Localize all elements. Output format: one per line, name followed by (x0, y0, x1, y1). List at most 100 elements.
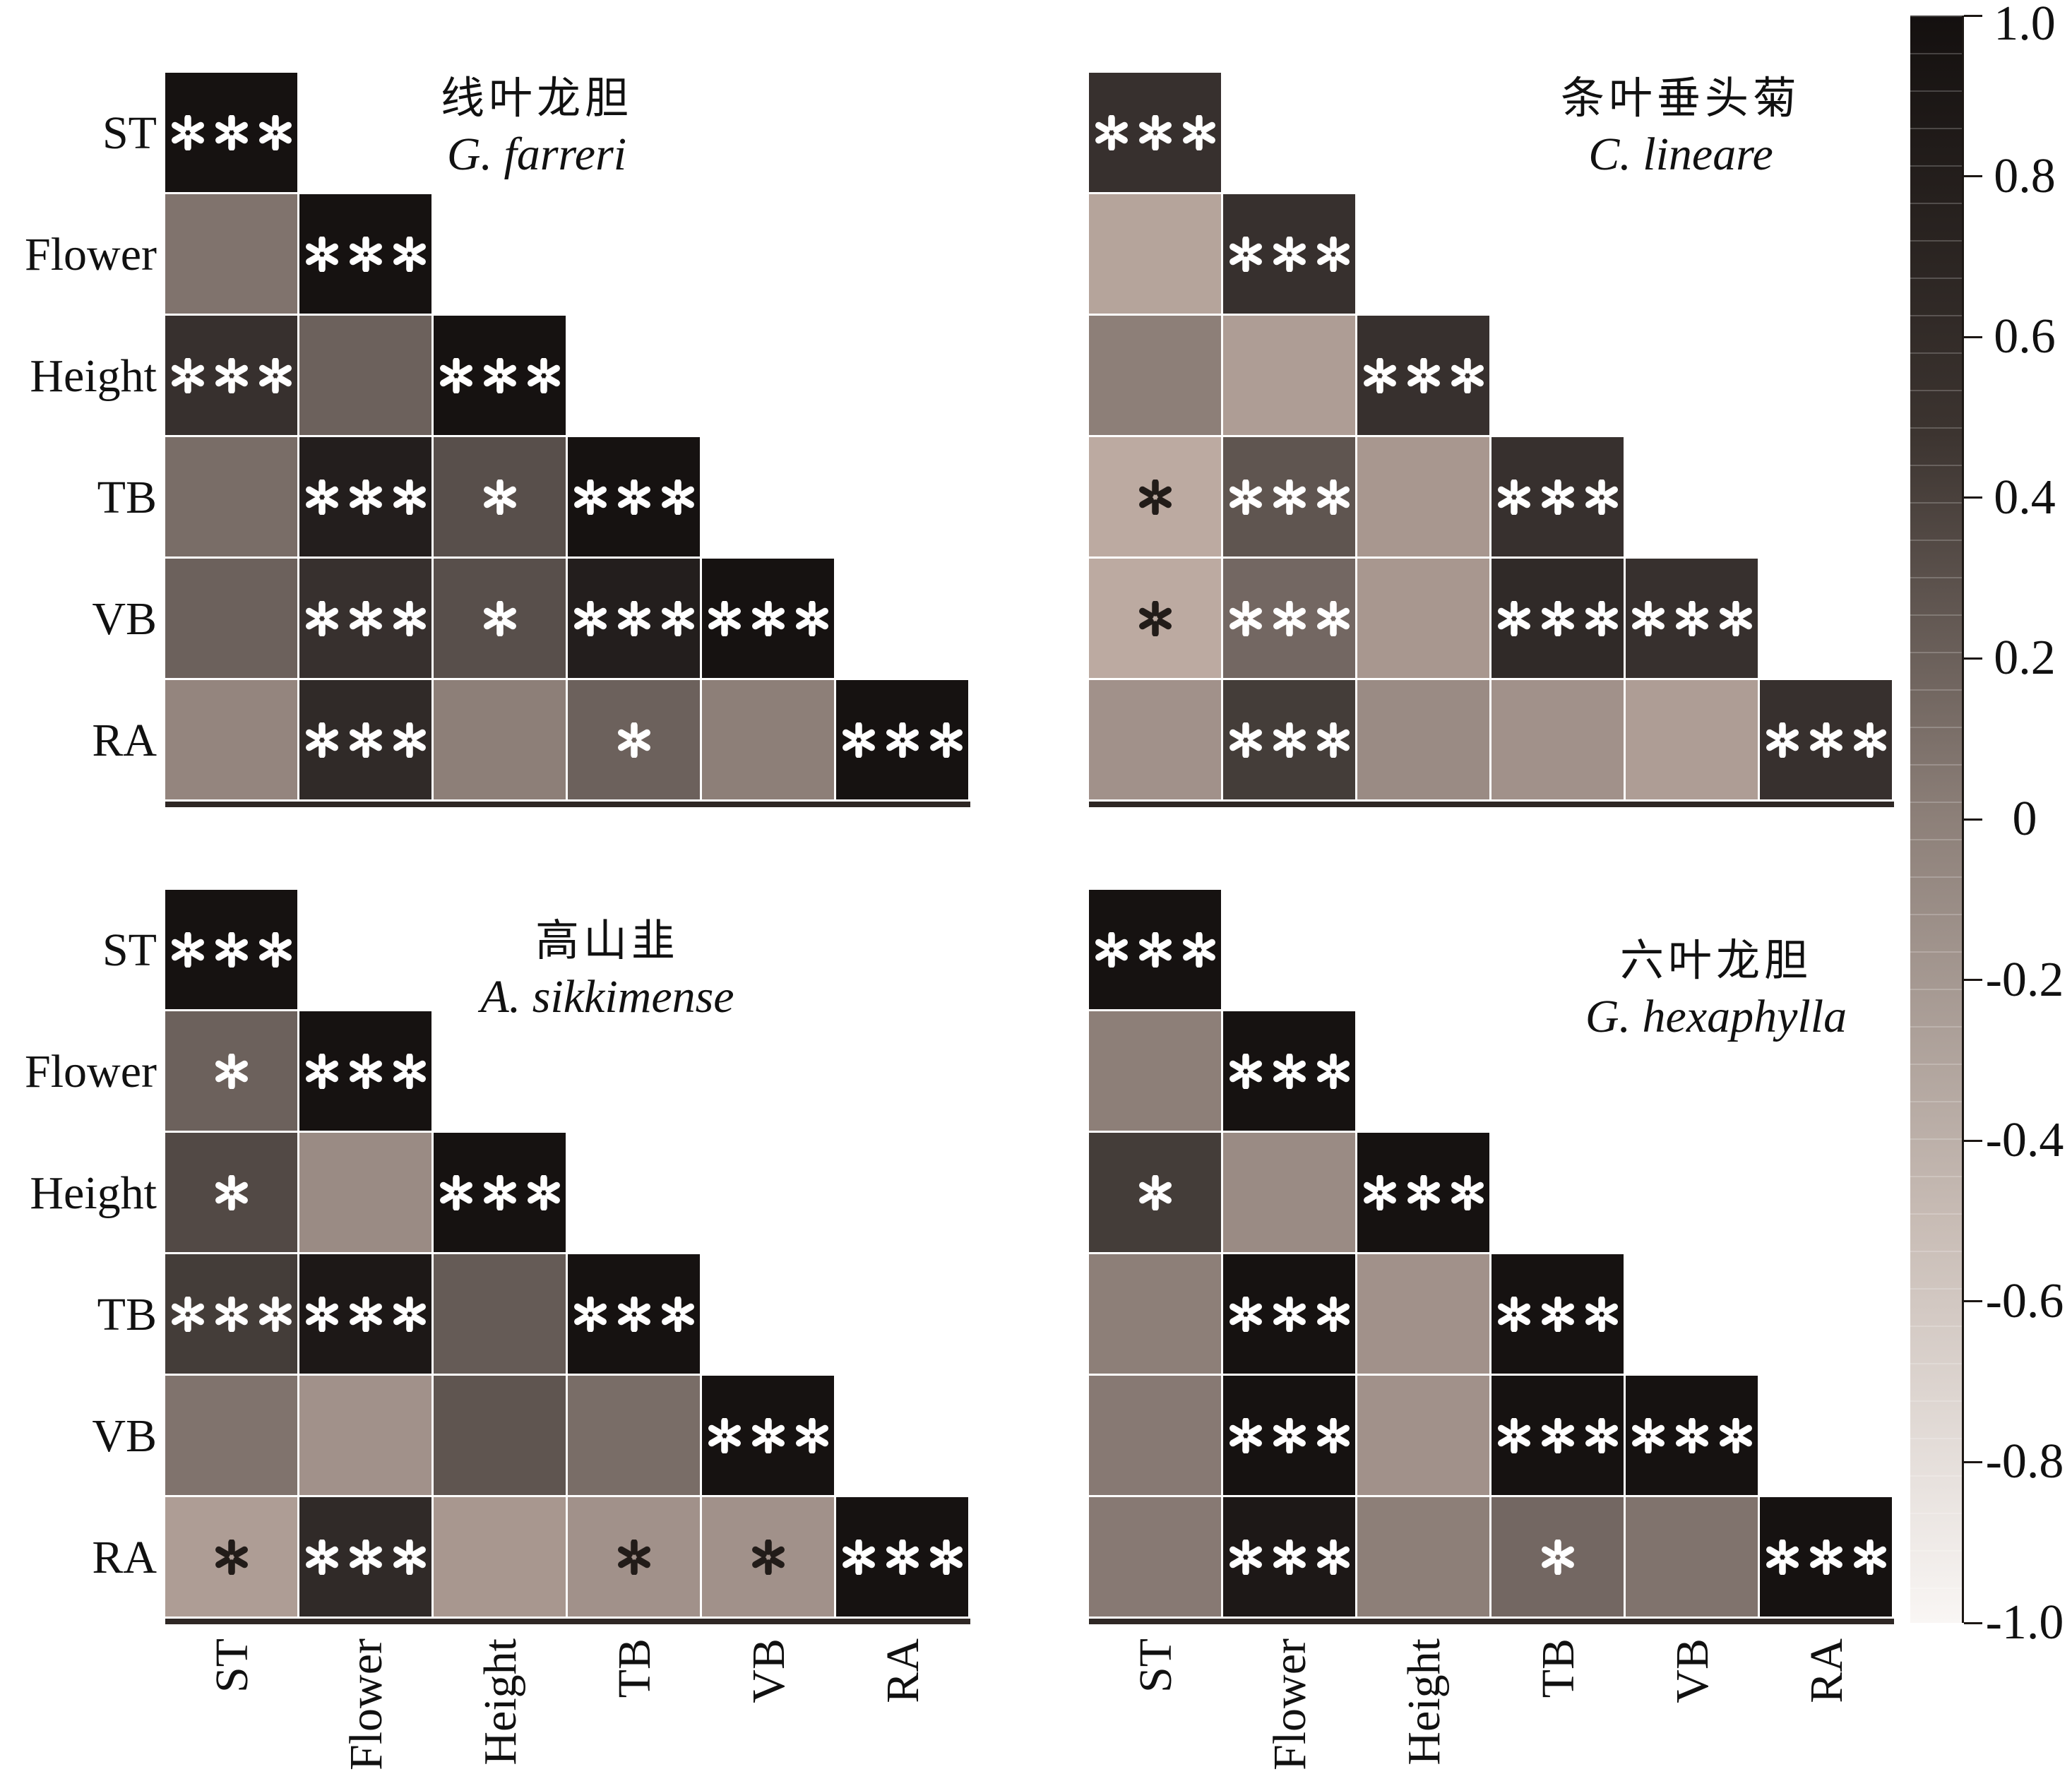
correlation-cell-VB-ST (1089, 559, 1221, 678)
correlation-cell-VB-Height (434, 1376, 566, 1495)
significance-star-icon (392, 722, 427, 758)
correlation-cell-VB-VB (702, 1376, 834, 1495)
significance-star-icon (1540, 1297, 1576, 1332)
significance-stars (1626, 559, 1758, 678)
significance-stars (1223, 1254, 1355, 1374)
significance-star-icon (1496, 601, 1532, 636)
significance-stars (299, 1011, 431, 1131)
significance-star-icon (1272, 480, 1307, 515)
significance-star-icon (1540, 1418, 1576, 1453)
significance-stars (1089, 437, 1221, 556)
correlation-cell-RA-VB (1626, 680, 1758, 799)
significance-star-icon (1584, 1297, 1619, 1332)
significance-stars (1223, 437, 1355, 556)
significance-star-icon (1316, 480, 1351, 515)
significance-stars (1760, 680, 1892, 799)
correlation-cell-Height-Height (434, 1133, 566, 1252)
axis-line (1089, 802, 1894, 807)
significance-star-icon (304, 1297, 340, 1332)
colorbar-tick-label-0.8: 0.8 (1977, 148, 2072, 205)
significance-star-icon (1228, 722, 1263, 758)
significance-star-icon (1272, 1418, 1307, 1453)
significance-star-icon (348, 1540, 383, 1575)
significance-stars (1357, 1133, 1489, 1252)
correlation-cell-RA-ST (1089, 1497, 1221, 1617)
correlation-cell-Height-Flower (1223, 1133, 1355, 1252)
significance-star-icon (617, 722, 652, 758)
significance-star-icon (1138, 1175, 1173, 1210)
significance-star-icon (1316, 1054, 1351, 1089)
significance-star-icon (1496, 1297, 1532, 1332)
significance-star-icon (392, 1054, 427, 1089)
significance-star-icon (1316, 237, 1351, 272)
correlation-cell-RA-VB (1626, 1497, 1758, 1617)
significance-star-icon (751, 1418, 786, 1453)
significance-star-icon (660, 480, 696, 515)
significance-star-icon (1272, 237, 1307, 272)
significance-stars (1223, 559, 1355, 678)
significance-star-icon (1765, 722, 1800, 758)
significance-star-icon (1852, 722, 1888, 758)
significance-stars (836, 1497, 968, 1617)
significance-star-icon (929, 1540, 964, 1575)
significance-star-icon (660, 601, 696, 636)
panel-title-latin: A. sikkimense (290, 970, 925, 1025)
colorbar-tick-label--0.6: -0.6 (1977, 1273, 2072, 1330)
panel-title-latin: G. farreri (219, 127, 855, 182)
axis-line (1089, 1619, 1894, 1624)
column-label-RA: RA (1804, 1638, 1850, 1786)
significance-star-icon (617, 480, 652, 515)
significance-star-icon (170, 932, 206, 968)
correlation-cell-Height-Flower (299, 1133, 431, 1252)
correlation-cell-Height-ST (1089, 316, 1221, 435)
colorbar-tick-label-1.0: 1.0 (1977, 0, 2072, 52)
correlation-cell-RA-VB (702, 1497, 834, 1617)
row-label-TB: TB (1, 1285, 157, 1345)
significance-star-icon (1272, 1540, 1307, 1575)
row-label-ST: ST (1, 921, 157, 980)
significance-star-icon (1181, 115, 1217, 150)
significance-star-icon (214, 1175, 249, 1210)
significance-stars (1089, 890, 1221, 1009)
colorbar-tick-label-0: 0 (1977, 791, 2072, 847)
significance-star-icon (482, 480, 518, 515)
significance-star-icon (214, 932, 249, 968)
significance-star-icon (1674, 601, 1710, 636)
correlation-cell-TB-Flower (1223, 1254, 1355, 1374)
correlation-cell-Flower-Flower (1223, 1011, 1355, 1131)
significance-star-icon (348, 722, 383, 758)
row-label-Flower: Flower (1, 1042, 157, 1102)
colorbar-tick-label--0.8: -0.8 (1977, 1434, 2072, 1490)
significance-star-icon (1584, 1418, 1619, 1453)
correlation-cell-TB-TB (568, 1254, 700, 1374)
panel-title-top-right: 条叶垂头菊 C. lineare (1363, 71, 1999, 182)
significance-stars (1089, 1133, 1221, 1252)
significance-star-icon (1228, 1297, 1263, 1332)
significance-stars (299, 1497, 431, 1617)
significance-star-icon (439, 1175, 474, 1210)
significance-star-icon (392, 1297, 427, 1332)
correlation-cell-RA-ST (1089, 680, 1221, 799)
correlation-cell-RA-TB (568, 1497, 700, 1617)
significance-stars (1223, 194, 1355, 314)
significance-star-icon (1316, 1297, 1351, 1332)
significance-star-icon (304, 722, 340, 758)
significance-stars (165, 1133, 297, 1252)
correlation-cell-RA-VB (702, 680, 834, 799)
significance-star-icon (348, 237, 383, 272)
significance-star-icon (573, 1297, 608, 1332)
significance-star-icon (1138, 932, 1173, 968)
correlation-cell-TB-TB (1492, 1254, 1624, 1374)
correlation-cell-VB-Height (1357, 559, 1489, 678)
correlation-cell-VB-Flower (1223, 559, 1355, 678)
row-label-TB: TB (1, 468, 157, 528)
significance-star-icon (1228, 1054, 1263, 1089)
correlation-cell-Flower-ST (165, 1011, 297, 1131)
significance-stars (1492, 1497, 1624, 1617)
significance-stars (1492, 437, 1624, 556)
colorbar-gradient (1910, 16, 1964, 1623)
significance-stars (568, 437, 700, 556)
significance-stars (299, 680, 431, 799)
correlation-cell-RA-Height (1357, 1497, 1489, 1617)
correlation-cell-TB-TB (568, 437, 700, 556)
